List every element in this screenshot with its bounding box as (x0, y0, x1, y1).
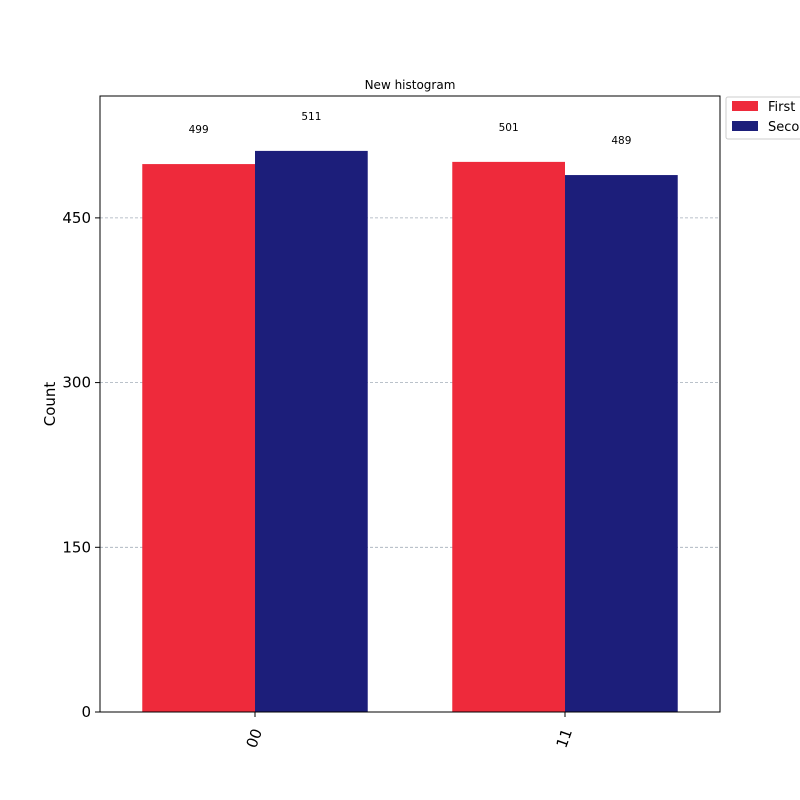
bar-value-label: 499 (189, 124, 209, 136)
legend-swatch (732, 101, 758, 111)
legend-swatch (732, 121, 758, 131)
data-labels: 499 511 501 489 (189, 111, 632, 147)
x-axis-ticks: 00 11 (243, 712, 576, 750)
bar-value-label: 501 (499, 122, 519, 134)
bar (452, 161, 565, 713)
plot-frame (99, 95, 721, 713)
y-axis-label: Count (41, 382, 59, 427)
bars (142, 150, 678, 713)
y-tick-label: 450 (62, 209, 91, 227)
bar (565, 175, 678, 712)
y-axis-ticks: 0 150 300 450 (62, 209, 100, 721)
y-tick-label: 300 (62, 374, 91, 392)
bar (142, 164, 255, 712)
x-tick-label: 00 (243, 726, 266, 750)
x-tick-label: 11 (553, 726, 576, 750)
y-tick-label: 0 (81, 703, 91, 721)
legend-label: First (768, 100, 795, 115)
bar-value-label: 511 (301, 111, 321, 123)
chart-title: New histogram (365, 78, 456, 92)
y-tick-label: 150 (62, 538, 91, 556)
bar (255, 150, 368, 712)
legend: First Second (725, 96, 800, 140)
bar-value-label: 489 (611, 135, 631, 147)
legend-label: Second (768, 120, 800, 135)
